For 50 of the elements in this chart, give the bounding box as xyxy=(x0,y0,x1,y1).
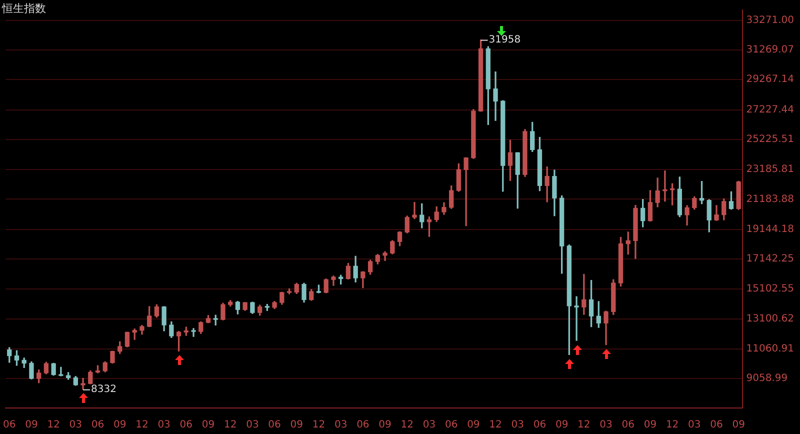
x-tick-label: 06 xyxy=(356,420,370,431)
y-tick-label: 9058.99 xyxy=(746,373,788,384)
y-tick-label: 11060.91 xyxy=(746,344,794,355)
x-tick-label: 03 xyxy=(246,420,259,431)
x-tick-label: 09 xyxy=(467,420,480,431)
x-tick-label: 06 xyxy=(622,420,634,431)
x-tick-label: 09 xyxy=(644,420,657,431)
x-tick-label: 12 xyxy=(47,420,60,431)
x-tick-label: 03 xyxy=(422,420,436,431)
x-tick-label: 12 xyxy=(136,420,148,431)
x-tick-label: 06 xyxy=(268,420,281,431)
x-tick-label: 03 xyxy=(600,420,612,431)
x-tick-label: 06 xyxy=(710,420,723,431)
x-tick-label: 03 xyxy=(158,420,170,431)
y-tick-label: 15102.55 xyxy=(746,284,794,295)
x-tick-label: 09 xyxy=(202,420,215,431)
y-tick-label: 23185.81 xyxy=(746,164,794,176)
x-tick-label: 06 xyxy=(2,420,16,431)
x-tick-label: 03 xyxy=(334,420,348,431)
x-tick-label: 09 xyxy=(113,420,126,431)
y-tick-label: 33271.00 xyxy=(746,14,794,26)
annotation: 8332 xyxy=(91,384,116,395)
x-tick-label: 12 xyxy=(666,420,679,431)
x-tick-label: 09 xyxy=(378,420,392,431)
x-tick-label: 12 xyxy=(489,420,502,431)
x-tick-label: 12 xyxy=(224,420,237,431)
x-tick-label: 06 xyxy=(180,420,193,431)
annotation: 31958 xyxy=(488,34,521,46)
x-tick-label: 03 xyxy=(511,420,524,431)
x-tick-label: 09 xyxy=(732,420,745,431)
y-tick-label: 29267.14 xyxy=(746,74,794,86)
x-tick-label: 03 xyxy=(688,420,701,431)
y-tick-label: 19144.18 xyxy=(746,224,794,235)
x-tick-label: 09 xyxy=(290,420,304,431)
x-tick-label: 06 xyxy=(444,420,458,431)
x-tick-label: 06 xyxy=(533,420,546,431)
y-tick-label: 13100.62 xyxy=(746,313,794,324)
x-tick-label: 03 xyxy=(69,420,82,431)
y-tick-label: 17142.25 xyxy=(746,254,794,265)
x-tick-label: 09 xyxy=(25,420,38,431)
x-tick-label: 12 xyxy=(578,420,590,431)
x-tick-label: 12 xyxy=(400,420,414,431)
x-tick-label: 06 xyxy=(91,420,104,431)
x-tick-label: 12 xyxy=(312,420,326,431)
chart-title: 恒生指数 xyxy=(2,1,46,16)
x-tick-label: 09 xyxy=(555,420,568,431)
y-tick-label: 31269.07 xyxy=(746,44,794,56)
y-tick-label: 27227.44 xyxy=(746,104,794,116)
y-tick-label: 21183.88 xyxy=(746,194,794,205)
y-tick-label: 25225.51 xyxy=(746,134,794,145)
